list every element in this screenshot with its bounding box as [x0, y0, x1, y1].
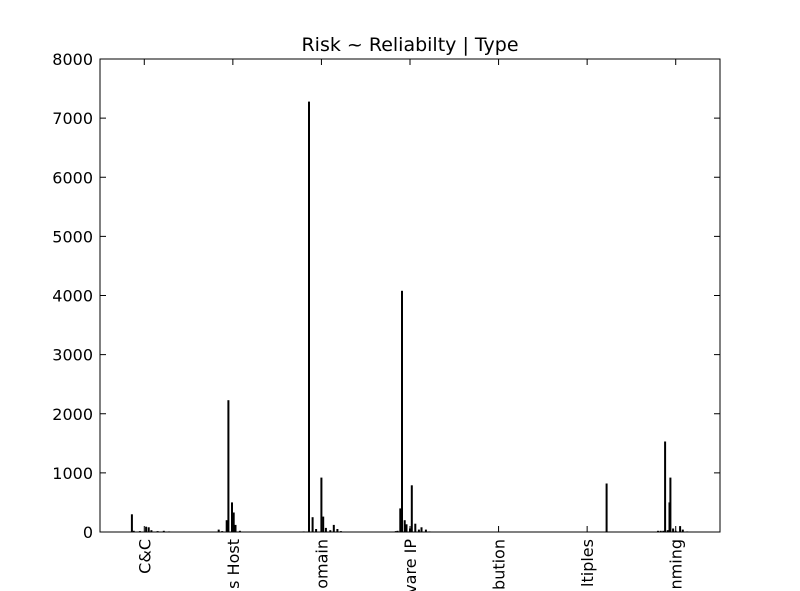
bar-2-4	[320, 477, 323, 532]
bar-3-4	[403, 520, 406, 532]
bar-3-8	[414, 523, 417, 532]
chart-title: Risk ~ Reliabilty | Type	[301, 34, 518, 56]
y-axis: 0 1000 2000 3000 4000 5000 6000 7000 8000	[52, 50, 720, 542]
bar-2-8	[332, 524, 335, 532]
bar-2-9	[336, 529, 339, 532]
bar-3-10	[420, 527, 423, 532]
bar-0-1	[132, 530, 135, 532]
bar-2-2	[311, 517, 314, 532]
bar-6-2	[662, 530, 665, 532]
bar-2-6	[324, 527, 327, 532]
bar-6-3	[664, 441, 667, 532]
bar-6-10	[681, 529, 684, 532]
y-tick-label-2: 2000	[52, 405, 93, 424]
x-tick-label-1: s Host	[224, 539, 243, 589]
bar-2-7	[329, 530, 332, 532]
bar-5-2	[605, 483, 608, 532]
bar-3-3	[401, 290, 403, 532]
bar-3-5	[405, 524, 408, 532]
bar-1-7	[238, 530, 241, 532]
bar-1-4	[231, 502, 233, 532]
bar-6-9	[679, 526, 682, 532]
bar-1-6	[234, 524, 237, 532]
bar-0-0	[130, 514, 133, 532]
y-tick-label-7: 7000	[52, 109, 93, 128]
x-axis: C&C s Host omain vare IP bution ltiples nming	[135, 59, 686, 591]
x-tick-label-6: nming	[667, 539, 686, 589]
bar-6-6	[669, 477, 672, 532]
y-tick-label-3: 3000	[52, 346, 93, 365]
y-tick-label-5: 5000	[52, 227, 93, 246]
bar-1-5	[232, 512, 235, 532]
x-tick-label-5: ltiples	[578, 539, 597, 587]
bar-1-0	[217, 529, 220, 532]
bar-1-2	[225, 520, 228, 532]
x-tick-label-3: vare IP	[401, 539, 420, 591]
bar-6-7	[672, 528, 675, 532]
bar-group-container	[130, 101, 689, 533]
bar-3-1	[396, 530, 399, 532]
bar-0-4	[147, 527, 150, 532]
bar-6-0	[657, 530, 659, 532]
plot-frame	[99, 58, 721, 533]
bar-6-4	[666, 530, 669, 532]
x-tick-label-0: C&C	[135, 539, 154, 574]
bar-3-7	[410, 485, 413, 532]
bar-2-5	[322, 516, 325, 532]
y-tick-label-0: 0	[83, 523, 93, 542]
bar-3-9	[417, 529, 420, 532]
bar-6-1	[659, 530, 662, 532]
y-tick-label-6: 6000	[52, 168, 93, 187]
bar-2-3	[315, 529, 318, 532]
bar-3-2	[399, 508, 402, 532]
bar-3-11	[424, 529, 427, 532]
bar-2-1	[308, 101, 310, 532]
x-tick-label-4: bution	[490, 539, 509, 590]
y-tick-label-4: 4000	[52, 287, 93, 306]
bar-0-3	[145, 526, 148, 532]
y-tick-label-1: 1000	[52, 464, 93, 483]
x-tick-label-2: omain	[312, 539, 331, 589]
y-tick-label-8: 8000	[52, 50, 93, 69]
bar-1-3	[227, 400, 230, 532]
bar-0-5	[150, 530, 153, 532]
bar-0-7	[162, 530, 165, 532]
